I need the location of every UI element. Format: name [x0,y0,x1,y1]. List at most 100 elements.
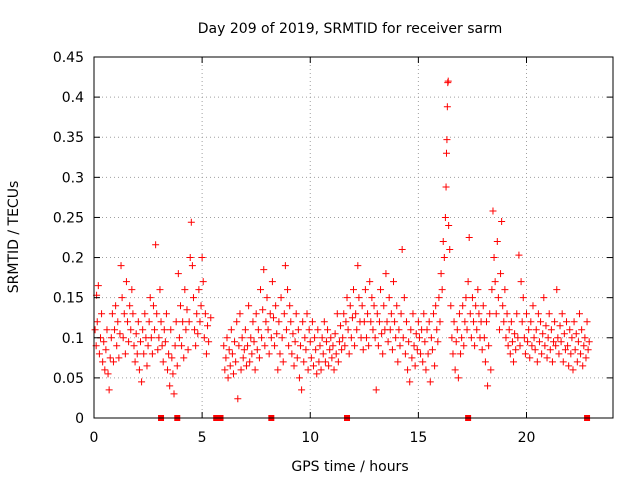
data-point [506,350,514,358]
data-points [91,77,593,421]
data-point [225,346,233,354]
data-point [161,338,169,346]
data-point [581,334,589,342]
data-point [556,322,564,330]
data-point [200,334,208,342]
data-point [139,326,147,334]
data-point [312,346,320,354]
data-point [348,314,356,322]
data-point [295,374,303,382]
data-point [318,334,326,342]
data-point [585,338,593,346]
data-point [187,218,195,226]
data-point [386,326,394,334]
data-point [167,326,175,334]
data-point [354,262,362,270]
data-point [495,326,503,334]
data-point [452,338,460,346]
data-point [436,318,444,326]
data-point [489,207,497,215]
data-point [231,338,239,346]
data-point [516,342,524,350]
y-tick-label: 0.45 [53,50,84,66]
data-point [334,358,342,366]
data-point [303,310,311,318]
data-point [353,326,361,334]
data-point [464,278,472,286]
data-point [138,378,146,386]
data-point [193,310,201,318]
data-point [327,334,335,342]
x-tick-label: 10 [301,430,319,446]
data-point [364,310,372,318]
data-point [235,342,243,350]
data-point [333,310,341,318]
data-point [542,322,550,330]
data-point [322,338,330,346]
data-point [502,334,510,342]
data-point [285,342,293,350]
data-point [361,286,369,294]
data-point [281,262,289,270]
x-tick-label: 0 [90,430,99,446]
data-point [443,103,451,111]
x-tick-label: 20 [518,430,536,446]
data-point [501,286,509,294]
data-point [308,318,316,326]
data-point [485,342,493,350]
data-point [574,338,582,346]
data-point [131,358,139,366]
data-point [398,246,406,254]
data-point [276,350,284,358]
data-point [144,342,152,350]
data-point [180,354,188,362]
data-point [532,326,540,334]
y-axis-label: SRMTID / TECUs [6,181,22,294]
data-point [538,350,546,358]
data-point [238,334,246,342]
data-point [292,310,300,318]
data-point [468,294,476,302]
data-point [478,346,486,354]
data-point [369,326,377,334]
data-point [533,358,541,366]
data-point [578,326,586,334]
data-point [448,334,456,342]
data-point [182,326,190,334]
data-point [288,350,296,358]
data-point [262,318,270,326]
data-point [198,254,206,262]
data-point [451,366,459,374]
data-point [269,314,277,322]
data-point [207,314,215,322]
data-point [205,338,213,346]
data-point [425,318,433,326]
data-point [570,318,578,326]
data-point [233,318,241,326]
data-point [378,330,386,338]
data-point [366,278,374,286]
data-point [148,350,156,358]
data-point [305,326,313,334]
data-point [557,338,565,346]
data-point [566,326,574,334]
data-point [550,338,558,346]
data-point [493,238,501,246]
data-point [472,302,480,310]
data-point [127,326,135,334]
data-point [91,326,99,334]
data-point [358,302,366,310]
data-point [437,270,445,278]
data-point [365,342,373,350]
data-point [503,310,511,318]
data-point [579,362,587,370]
data-point [255,354,263,362]
data-point [115,354,123,362]
data-point [306,338,314,346]
data-point [331,330,339,338]
data-point [178,342,186,350]
data-point [330,366,338,374]
data-point [265,350,273,358]
data-point [484,382,492,390]
data-point [128,286,136,294]
